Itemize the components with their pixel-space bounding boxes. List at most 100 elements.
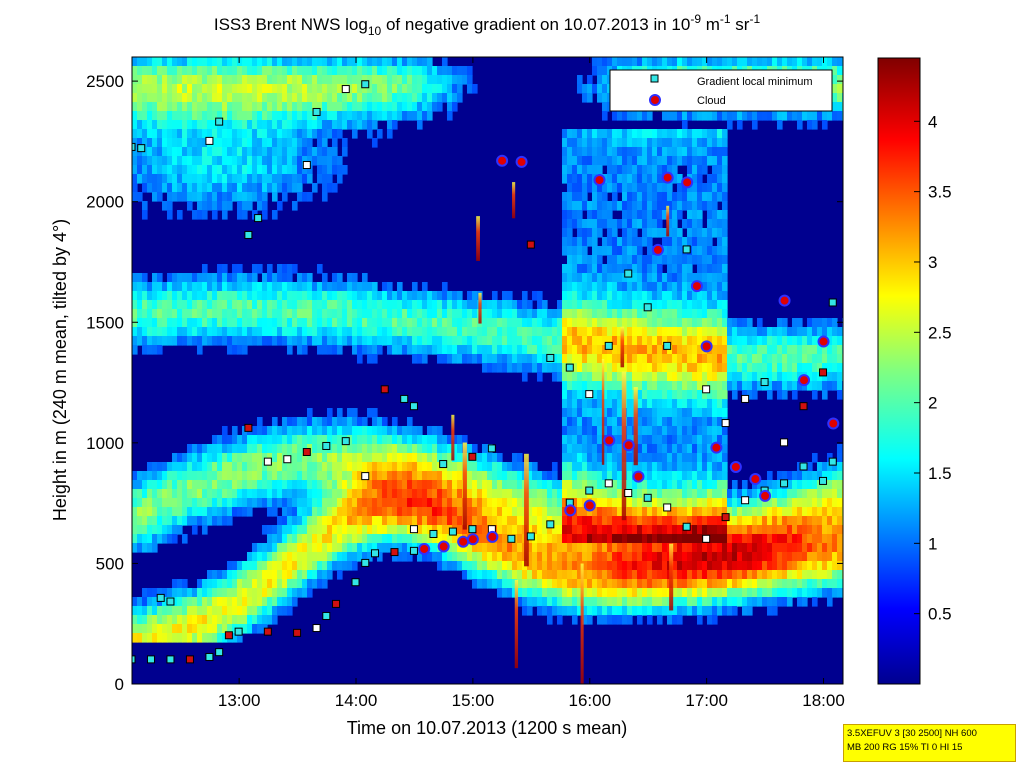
heatmap-cell [372, 111, 378, 121]
heatmap-cell [352, 498, 358, 508]
heatmap-cell [552, 345, 558, 355]
heatmap-cell [662, 399, 668, 409]
heatmap-cell [722, 174, 728, 184]
heatmap-cell [372, 120, 378, 130]
heatmap-cell [722, 165, 728, 175]
heatmap-cell [437, 498, 443, 508]
heatmap-cell [652, 462, 658, 472]
heatmap-cell [237, 327, 243, 337]
heatmap-cell [267, 588, 273, 598]
heatmap-cell [637, 372, 643, 382]
heatmap-cell [257, 471, 263, 481]
heatmap-cell [587, 228, 593, 238]
heatmap-cell [302, 156, 308, 166]
heatmap-cell [247, 570, 253, 580]
heatmap-cell [267, 435, 273, 445]
heatmap-cell [387, 471, 393, 481]
heatmap-cell [347, 462, 353, 472]
heatmap-cell [402, 543, 408, 553]
heatmap-cell [502, 327, 508, 337]
heatmap-cell [147, 543, 153, 553]
heatmap-cell [327, 174, 333, 184]
heatmap-cell [352, 453, 358, 463]
heatmap-cell [187, 165, 193, 175]
heatmap-cell [407, 300, 413, 310]
heatmap-cell [167, 300, 173, 310]
heatmap-cell [647, 543, 653, 553]
heatmap-cell [647, 327, 653, 337]
heatmap-cell [562, 534, 568, 544]
heatmap-cell [642, 219, 648, 229]
heatmap-cell [592, 399, 598, 409]
heatmap-cell [712, 282, 718, 292]
heatmap-cell [652, 156, 658, 166]
heatmap-cell [242, 75, 248, 85]
heatmap-cell [572, 291, 578, 301]
heatmap-cell [142, 57, 148, 67]
heatmap-cell [587, 147, 593, 157]
heatmap-cell [592, 561, 598, 571]
heatmap-cell [287, 318, 293, 328]
heatmap-cell [682, 363, 688, 373]
heatmap-cell [297, 120, 303, 130]
heatmap-cell [372, 354, 378, 364]
heatmap-cell [337, 327, 343, 337]
heatmap-cell [702, 435, 708, 445]
heatmap-cell [267, 273, 273, 283]
heatmap-cell [192, 588, 198, 598]
heatmap-cell [337, 435, 343, 445]
heatmap-cell [142, 84, 148, 94]
heatmap-cell [247, 561, 253, 571]
heatmap-cell [497, 345, 503, 355]
heatmap-cell [622, 237, 628, 247]
heatmap-cell [177, 579, 183, 589]
heatmap-cell [422, 309, 428, 319]
heatmap-cell [147, 120, 153, 130]
heatmap-cell [552, 570, 558, 580]
heatmap-cell [182, 336, 188, 346]
heatmap-cell [362, 327, 368, 337]
heatmap-cell [362, 507, 368, 517]
heatmap-cell [247, 273, 253, 283]
heatmap-cell [657, 516, 663, 526]
heatmap-cell [347, 291, 353, 301]
heatmap-cell [462, 345, 468, 355]
heatmap-cell [157, 588, 163, 598]
heatmap-cell [582, 570, 588, 580]
heatmap-cell [287, 435, 293, 445]
heatmap-cell [722, 129, 728, 139]
heatmap-cell [512, 516, 518, 526]
heatmap-cell [517, 516, 523, 526]
heatmap-cell [132, 183, 138, 193]
heatmap-cell [602, 57, 608, 67]
heatmap-cell [217, 111, 223, 121]
heatmap-cell [482, 462, 488, 472]
heatmap-cell [317, 417, 323, 427]
heatmap-cell [252, 435, 258, 445]
heatmap-cell [227, 624, 233, 634]
heatmap-cell [327, 129, 333, 139]
heatmap-cell [572, 210, 578, 220]
heatmap-cell [457, 516, 463, 526]
heatmap-cell [582, 489, 588, 499]
heatmap-cell [612, 156, 618, 166]
heatmap-cell [362, 111, 368, 121]
heatmap-cell [247, 309, 253, 319]
heatmap-cell [552, 552, 558, 562]
heatmap-cell [187, 597, 193, 607]
heatmap-cell [412, 282, 418, 292]
heatmap-cell [562, 552, 568, 562]
heatmap-cell [257, 480, 263, 490]
heatmap-cell [307, 408, 313, 418]
heatmap-cell [262, 435, 268, 445]
heatmap-cell [617, 462, 623, 472]
heatmap-cell [662, 309, 668, 319]
heatmap-cell [487, 570, 493, 580]
heatmap-cell [212, 624, 218, 634]
heatmap-cell [602, 147, 608, 157]
heatmap-cell [267, 444, 273, 454]
heatmap-cell [257, 147, 263, 157]
heatmap-cell [682, 354, 688, 364]
heatmap-cell [617, 516, 623, 526]
heatmap-cell [437, 354, 443, 364]
